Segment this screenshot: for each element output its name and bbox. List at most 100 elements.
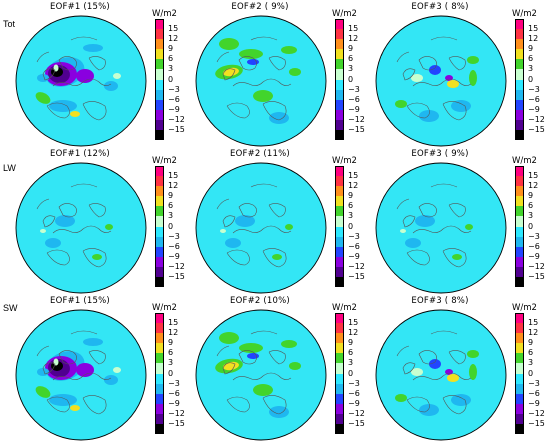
coastline (402, 215, 416, 228)
coastline (396, 51, 410, 63)
colorbar-swatch (155, 186, 164, 197)
colorbar-tick-label: −6 (528, 94, 540, 104)
panel-title: EOF#3 ( 9%) (411, 149, 469, 159)
coastline (250, 183, 278, 188)
coastline (82, 101, 107, 121)
map-boundary (375, 162, 507, 294)
panel-lw-eof3: EOF#3 ( 9%) W/m2 15 12 9 6 3 0 −3 −6 −9 −12 −15 (370, 147, 550, 295)
colorbar-swatch (155, 19, 164, 30)
coastline (238, 203, 257, 218)
colorbar-swatch (515, 79, 524, 90)
colorbar (335, 19, 344, 141)
coastline (222, 68, 236, 81)
anomaly-patch (253, 90, 273, 102)
coastline (238, 56, 257, 71)
panel-title: EOF#3 ( 8%) (411, 2, 469, 12)
colorbar-tick-label: 9 (528, 191, 534, 201)
coastline (46, 102, 70, 119)
coastline (232, 78, 292, 87)
anomaly-patch (53, 64, 59, 72)
map-boundary (15, 162, 147, 294)
colorbar-swatch (515, 186, 524, 197)
colorbar-swatch (155, 69, 164, 80)
colorbar-tick-label: 3 (348, 64, 354, 74)
colorbar-tick-label: 6 (348, 348, 354, 358)
coastline (52, 78, 112, 87)
coastline (430, 36, 458, 41)
colorbar (155, 313, 164, 435)
coastline (430, 183, 458, 188)
coastline (418, 56, 437, 71)
polar-map (15, 309, 147, 441)
colorbar-swatch (155, 373, 164, 384)
colorbar (155, 166, 164, 288)
colorbar-tick-label: −3 (168, 231, 180, 241)
map-background (376, 163, 506, 293)
coastline (52, 225, 112, 234)
coastline (226, 102, 250, 119)
colorbar-swatch (335, 373, 344, 384)
coastline (442, 101, 467, 121)
colorbar-tick-label: −3 (348, 84, 360, 94)
coastline (402, 362, 416, 375)
units-label: W/m2 (332, 9, 357, 19)
map-boundary (195, 309, 327, 441)
coastline (226, 249, 250, 266)
colorbar-swatch (515, 99, 524, 111)
colorbar-tick-label: 6 (528, 348, 534, 358)
colorbar-swatch (155, 196, 164, 207)
colorbar-tick-label: 0 (528, 74, 534, 84)
coastline (216, 198, 230, 210)
colorbar-swatch (335, 29, 344, 40)
colorbar-swatch (335, 49, 344, 60)
colorbar-swatch (155, 176, 164, 187)
colorbar-tick-label: −12 (168, 114, 185, 124)
colorbar-swatch (515, 343, 524, 354)
anomaly-patch (37, 368, 49, 376)
colorbar-tick-label: −9 (348, 104, 360, 114)
coastline (396, 198, 410, 210)
colorbar-tick-label: −15 (168, 271, 185, 281)
colorbar-frame (155, 19, 164, 140)
polar-map (195, 15, 327, 147)
coastline (448, 350, 466, 365)
colorbar-swatch (155, 403, 164, 415)
units-label: W/m2 (152, 303, 177, 313)
anomaly-patch (55, 215, 75, 227)
colorbar-swatch (155, 49, 164, 60)
coastline (448, 56, 466, 71)
coastline (262, 395, 287, 415)
colorbar-swatch (335, 119, 344, 131)
map-background (196, 16, 326, 146)
colorbar-swatch (515, 313, 524, 324)
colorbar-tick-label: −6 (528, 241, 540, 251)
anomaly-patch (272, 254, 282, 260)
coastline (222, 215, 236, 228)
panel-tot-eof3: EOF#3 ( 8%) W/m2 15 12 9 6 3 0 −3 −6 −9 −12 −15 (370, 0, 550, 148)
colorbar-swatch (515, 29, 524, 40)
colorbar-swatch (515, 276, 524, 288)
colorbar-swatch (155, 119, 164, 131)
colorbar-tick-label: −3 (348, 231, 360, 241)
anomaly-patch (447, 80, 459, 88)
colorbar-tick-label: 12 (348, 34, 359, 44)
colorbar-swatch (515, 393, 524, 405)
colorbar-tick-label: −9 (528, 251, 540, 261)
map-boundary (375, 15, 507, 147)
anomaly-patch (289, 362, 301, 370)
colorbar-swatch (515, 206, 524, 217)
colorbar-tick-label: −12 (348, 408, 365, 418)
colorbar-swatch (155, 59, 164, 70)
coastline (58, 350, 77, 365)
coastline (226, 396, 250, 413)
anomaly-patch (415, 215, 435, 227)
colorbar-swatch (155, 79, 164, 90)
coastline (418, 350, 437, 365)
anomaly-patch (469, 70, 477, 86)
coastline (442, 248, 467, 268)
colorbar-tick-label: 9 (528, 338, 534, 348)
colorbar-tick-label: −12 (528, 408, 545, 418)
panel-tot-eof1: EOF#1 (15%) W/m2 15 12 9 6 3 0 −3 −6 −9 −12 −15 (10, 0, 195, 148)
colorbar-swatch (335, 129, 344, 141)
anomaly-patch (76, 363, 94, 377)
